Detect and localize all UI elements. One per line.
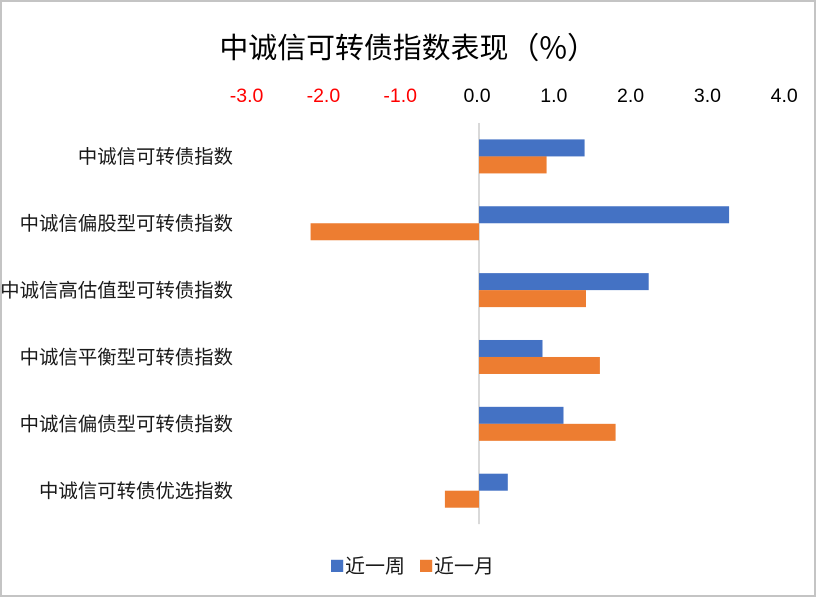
svg-text:1.0: 1.0 (540, 85, 567, 107)
svg-text:-2.0: -2.0 (307, 85, 341, 107)
svg-text:2.0: 2.0 (617, 85, 644, 107)
svg-text:0.0: 0.0 (463, 85, 490, 107)
svg-text:-3.0: -3.0 (230, 85, 264, 107)
svg-text:-1.0: -1.0 (383, 85, 417, 107)
svg-text:3.0: 3.0 (694, 85, 721, 107)
svg-text:4.0: 4.0 (771, 85, 798, 107)
